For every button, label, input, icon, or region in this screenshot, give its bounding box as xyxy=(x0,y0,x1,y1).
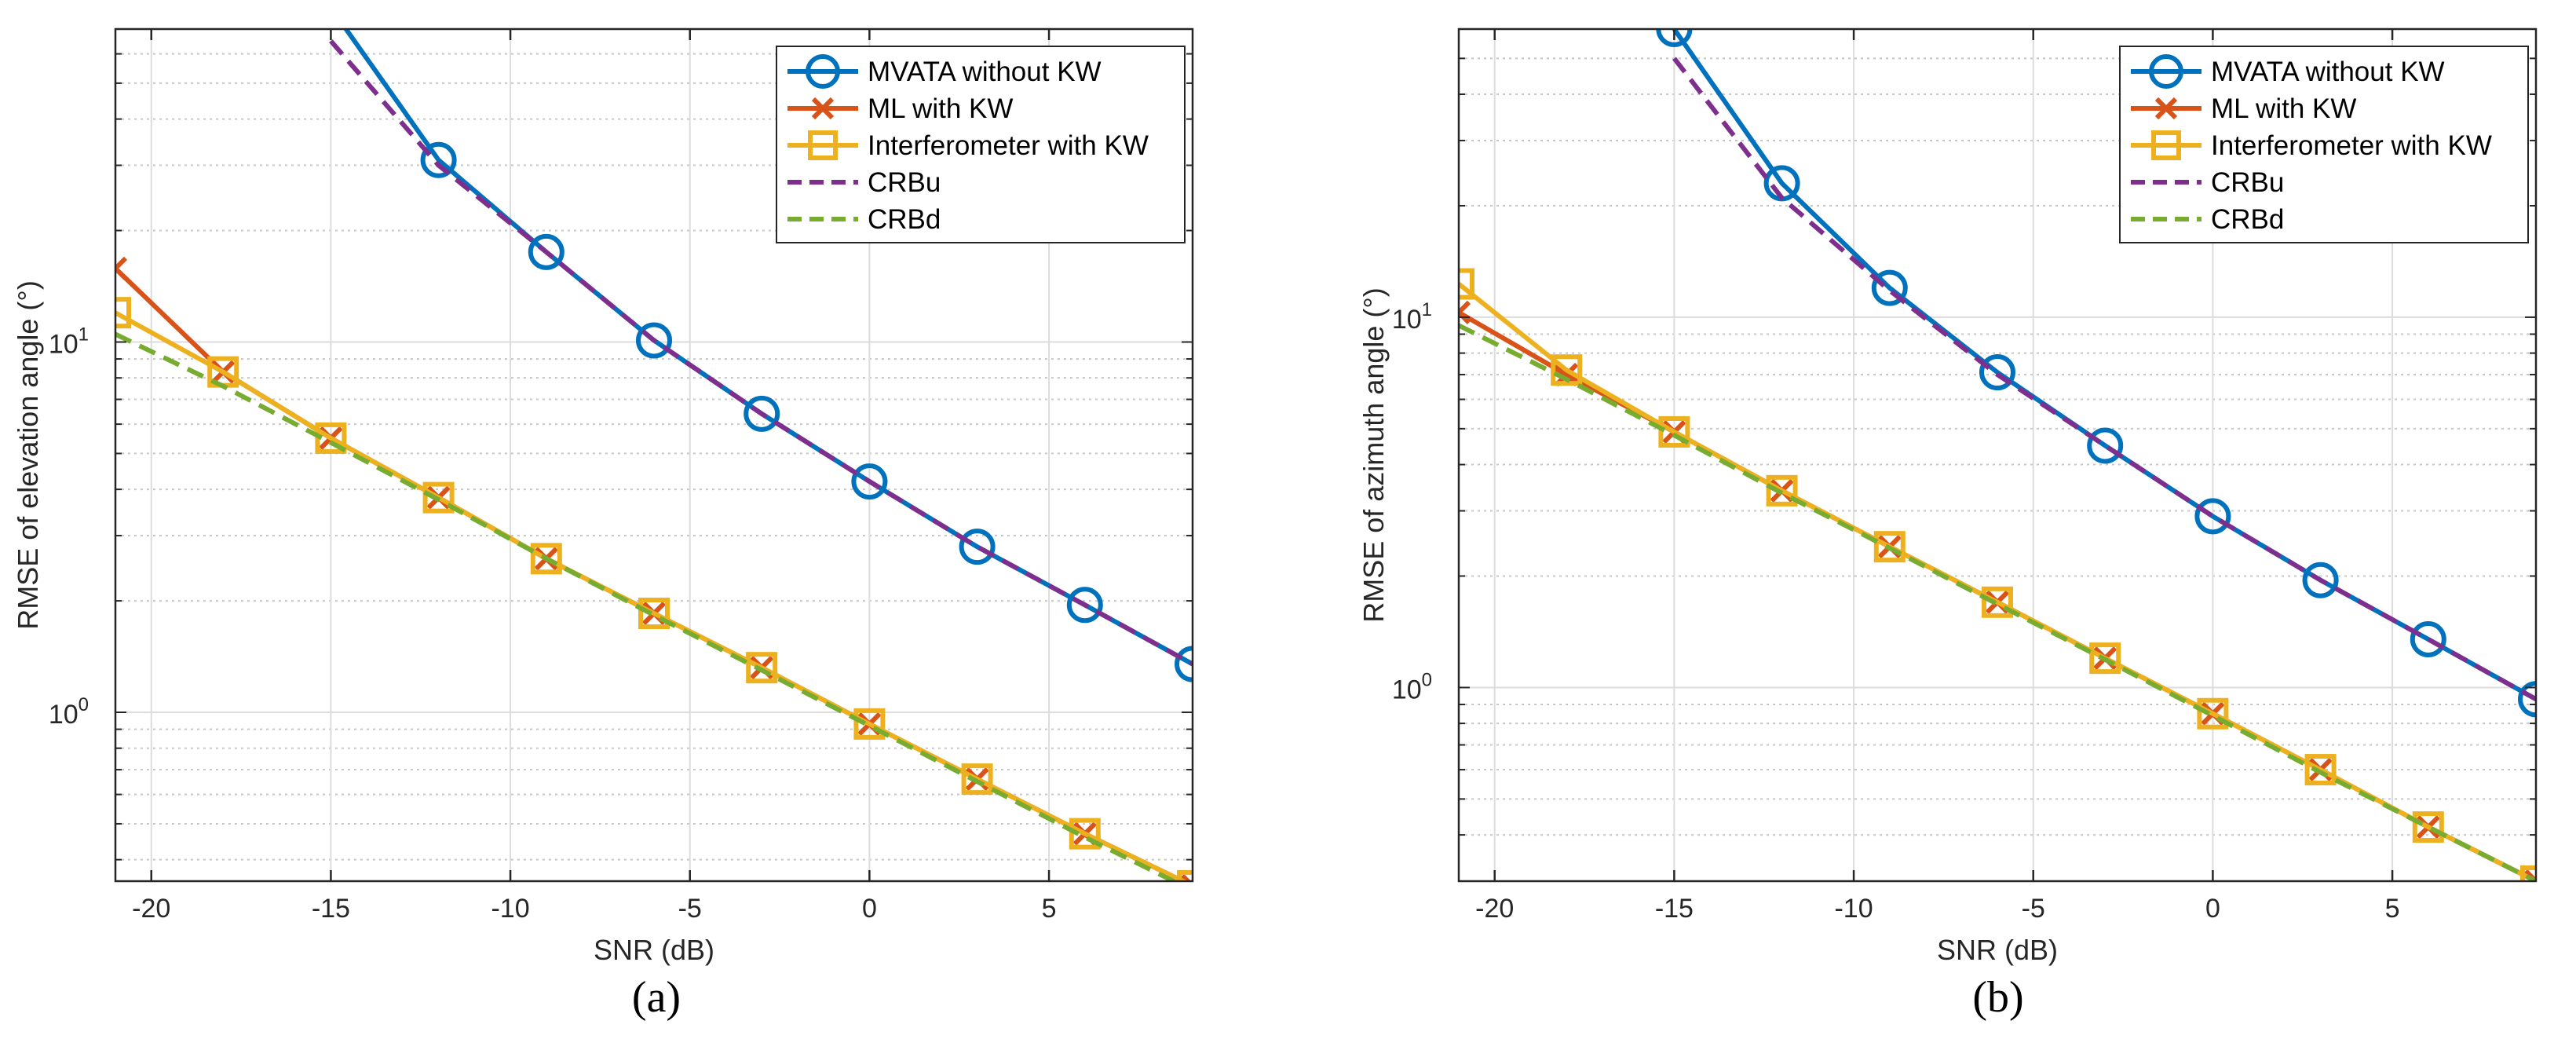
marker-square xyxy=(2089,642,2121,675)
marker-square xyxy=(1551,354,1583,386)
marker-circle xyxy=(1656,29,1693,47)
series-line-2 xyxy=(115,310,1189,881)
legend: MVATA without KW ML with KW Interferometer… xyxy=(776,46,1186,243)
panel-a: -20 -15 -10 -5 0 5 100 101 SNR (dB) RMSE of eleva… xyxy=(12,0,1194,1022)
marker-x xyxy=(1180,873,1192,881)
marker-circle xyxy=(1066,587,1103,624)
series-line-3 xyxy=(329,39,1193,667)
legend-entry-label: CRBu xyxy=(2211,167,2284,198)
series-line-2 xyxy=(1459,282,2536,881)
legend-marker-square xyxy=(2151,130,2181,160)
marker-circle xyxy=(851,463,888,500)
x-tick-label: 5 xyxy=(2385,894,2400,924)
subfigure-label: (a) xyxy=(632,973,681,1022)
legend-marker-x xyxy=(811,97,835,120)
x-tick-label: 0 xyxy=(862,894,877,924)
legend-entry-label: CRBu xyxy=(868,167,941,198)
y-axis-label: RMSE of azimuth angle (°) xyxy=(1357,287,1390,623)
marker-circle xyxy=(2518,681,2536,718)
x-tick-label: -10 xyxy=(1834,894,1873,924)
series-line-4 xyxy=(115,331,1179,881)
marker-square xyxy=(961,763,993,796)
legend-marker-circle xyxy=(2149,54,2183,89)
y-tick-exponent: 1 xyxy=(1422,299,1432,320)
marker-circle xyxy=(2087,427,2124,464)
x-tick-label: -5 xyxy=(678,894,702,924)
marker-x xyxy=(1459,300,1471,324)
x-tick-label: 0 xyxy=(2205,894,2220,924)
marker-square xyxy=(746,652,778,684)
y-tick-label: 100 xyxy=(1392,669,1432,704)
x-axis-label: SNR (dB) xyxy=(1937,934,2058,966)
y-tick-exponent: 0 xyxy=(79,694,89,715)
marker-circle xyxy=(1979,354,2015,391)
legend-entry-label: CRBd xyxy=(868,204,941,235)
marker-square xyxy=(1873,531,1906,563)
legend: MVATA without KW ML with KW Interferometer… xyxy=(2119,46,2529,243)
marker-circle xyxy=(528,233,565,270)
marker-circle xyxy=(2194,498,2231,535)
legend-marker-circle xyxy=(806,54,840,89)
y-axis-label: RMSE of elevation angle (°) xyxy=(12,280,44,630)
marker-square xyxy=(853,708,886,740)
legend-entry-label: Interferometer with KW xyxy=(2211,130,2492,161)
marker-circle xyxy=(2410,620,2446,657)
legend-entry-label: MVATA without KW xyxy=(2211,57,2445,87)
marker-circle xyxy=(1871,269,1908,306)
panel-b: -20 -15 -10 -5 0 5 100 101 SNR (dB) RMSE of azimu… xyxy=(1357,27,2538,1022)
marker-circle xyxy=(959,529,996,565)
marker-square xyxy=(1459,268,1474,300)
marker-circle xyxy=(636,322,672,359)
y-tick-label: 101 xyxy=(49,324,89,359)
axes-box xyxy=(114,27,1194,883)
marker-square xyxy=(530,543,562,575)
legend-entry-label: Interferometer with KW xyxy=(868,130,1149,161)
series-line-4 xyxy=(1459,323,2536,881)
marker-square xyxy=(1982,586,2013,618)
subfigure-label: (b) xyxy=(1972,973,2023,1022)
legend-entry-label: ML with KW xyxy=(2211,93,2356,124)
marker-square xyxy=(638,598,670,630)
legend-marker-square xyxy=(808,130,838,160)
series-group xyxy=(115,0,1193,881)
x-tick-label: -20 xyxy=(1475,894,1514,924)
marker-square xyxy=(1766,474,1798,507)
y-tick-exponent: 0 xyxy=(1422,669,1432,690)
x-tick-label: -5 xyxy=(2022,894,2045,924)
legend-marker-x xyxy=(2154,97,2178,120)
axes-box xyxy=(1457,27,2538,883)
series-line-3 xyxy=(1672,57,2536,701)
legend-entry-label: CRBd xyxy=(2211,204,2284,235)
x-axis-label: SNR (dB) xyxy=(594,934,714,966)
y-tick-label: 100 xyxy=(49,694,89,730)
legend-entry-label: MVATA without KW xyxy=(868,57,1102,87)
y-tick-exponent: 1 xyxy=(79,324,89,345)
marker-square xyxy=(1069,818,1101,850)
x-tick-label: -15 xyxy=(312,894,350,924)
legend-entry-label: ML with KW xyxy=(868,93,1013,124)
marker-circle xyxy=(315,0,346,24)
x-tick-label: -10 xyxy=(491,894,529,924)
marker-circle xyxy=(2302,562,2339,598)
y-tick-label: 101 xyxy=(1392,299,1432,335)
marker-x xyxy=(2523,869,2536,881)
marker-square xyxy=(115,297,131,329)
marker-circle xyxy=(744,395,780,432)
x-tick-label: -20 xyxy=(132,894,170,924)
marker-square xyxy=(1658,416,1690,448)
marker-square xyxy=(2412,811,2444,843)
x-tick-label: -15 xyxy=(1655,894,1694,924)
marker-x xyxy=(115,256,128,280)
marker-square xyxy=(2304,754,2337,786)
x-tick-label: 5 xyxy=(1042,894,1057,924)
marker-square xyxy=(2197,697,2229,730)
marker-square xyxy=(422,481,455,514)
marker-circle xyxy=(420,141,457,178)
series-group xyxy=(1459,29,2536,881)
marker-circle xyxy=(1175,646,1193,682)
